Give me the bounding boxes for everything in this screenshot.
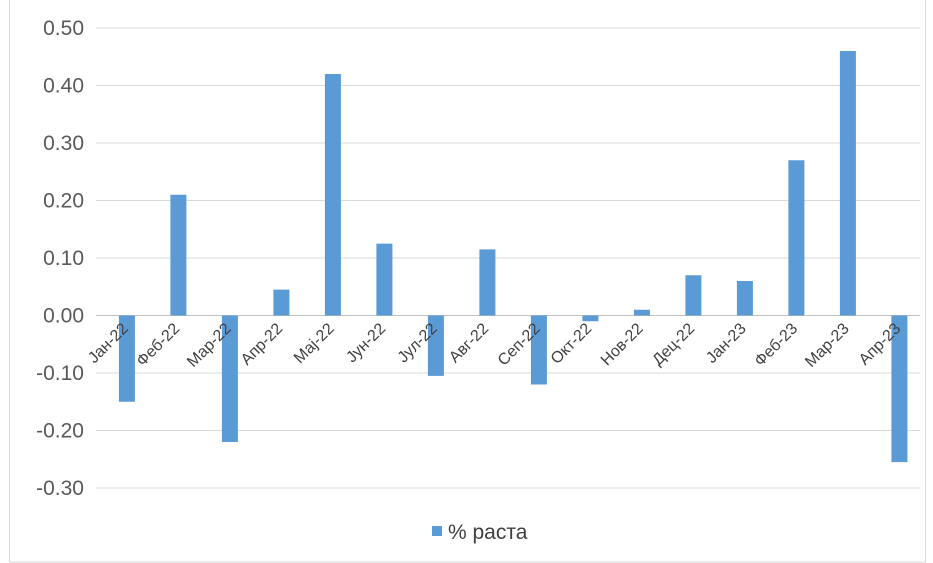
bar-11 bbox=[633, 309, 650, 316]
bar-6 bbox=[376, 243, 393, 316]
bar-3 bbox=[221, 315, 238, 442]
bar-14 bbox=[788, 160, 805, 316]
bar-2 bbox=[170, 194, 187, 316]
x-axis-category-labels: Јан-22 Феб-22 Мар-22 Апр-22 Мај-22 Јун-22 Јул-… bbox=[85, 320, 904, 371]
bar-13 bbox=[736, 281, 753, 316]
bar-5 bbox=[324, 74, 341, 316]
x-category-label: Окт-22 bbox=[548, 320, 596, 368]
y-tick-label: 0.40 bbox=[43, 75, 84, 98]
x-category-label: Мар-23 bbox=[802, 320, 853, 371]
x-category-label: Мај-22 bbox=[291, 320, 338, 367]
legend: % раста bbox=[432, 521, 528, 544]
x-category-label: Апр-22 bbox=[238, 320, 286, 368]
y-tick-label: -0.10 bbox=[36, 362, 84, 385]
bar-1 bbox=[118, 315, 135, 402]
y-tick-label: 0.50 bbox=[43, 17, 84, 40]
y-tick-label: 0.20 bbox=[43, 190, 84, 213]
bar-7 bbox=[427, 315, 444, 376]
x-category-label: Авг-22 bbox=[446, 320, 492, 366]
y-tick-label: 0.10 bbox=[43, 247, 84, 270]
bar-8 bbox=[479, 249, 496, 316]
bars bbox=[118, 51, 908, 463]
x-category-label: Јан-23 bbox=[703, 320, 750, 367]
bar-9 bbox=[530, 315, 547, 385]
y-tick-label: 0.30 bbox=[43, 132, 84, 155]
x-category-label: Нов-22 bbox=[598, 320, 647, 369]
y-axis-tick-labels: 0.50 0.40 0.30 0.20 0.10 0.00 -0.10 -0.20 -0.30 bbox=[36, 17, 84, 500]
x-category-label: Дец-22 bbox=[649, 320, 698, 369]
y-tick-label: -0.30 bbox=[36, 477, 84, 500]
x-category-label: Феб-22 bbox=[134, 320, 184, 370]
bar-4 bbox=[273, 289, 290, 316]
x-category-label: Феб-23 bbox=[752, 320, 802, 370]
y-tick-label: 0.00 bbox=[43, 305, 84, 328]
legend-swatch bbox=[432, 526, 442, 536]
chart-border bbox=[9, 0, 926, 563]
bar-12 bbox=[685, 275, 702, 316]
x-category-label: Јун-22 bbox=[343, 320, 389, 366]
bar-16 bbox=[891, 315, 908, 463]
legend-label-series: % раста bbox=[448, 521, 528, 544]
bar-10 bbox=[582, 315, 599, 322]
y-tick-label: -0.20 bbox=[36, 420, 84, 443]
bar-15 bbox=[839, 51, 856, 316]
